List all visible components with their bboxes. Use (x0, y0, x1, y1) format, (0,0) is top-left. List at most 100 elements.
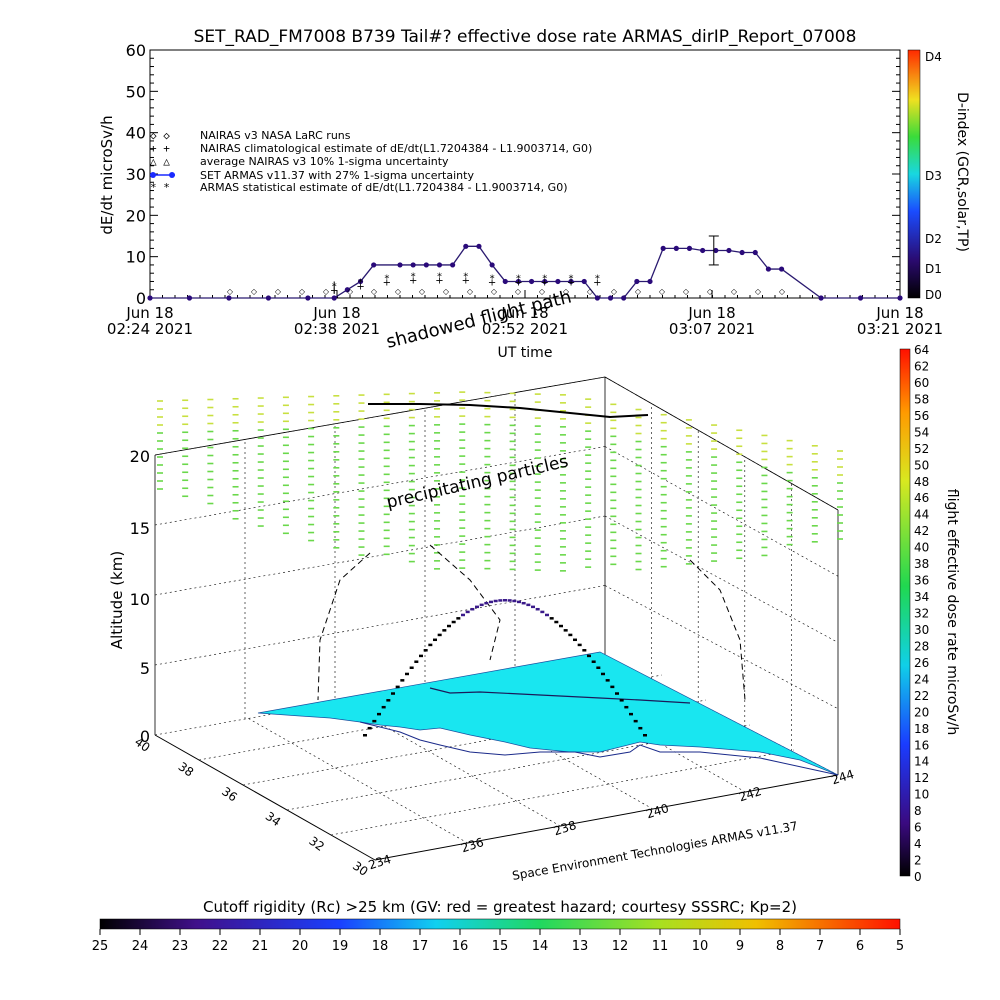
series-armas-point (765, 266, 772, 272)
flight-path-point (633, 719, 638, 723)
top-y-tick-label: 50 (126, 82, 146, 101)
top-x-tick-date: Jun 18 (500, 304, 548, 322)
series-armas-point (502, 278, 508, 285)
series-nairas-run-point: ◇ (539, 287, 546, 296)
series-nairas-run-point: ◇ (563, 287, 570, 296)
series-armas-point (555, 278, 561, 285)
flight-path-point (386, 699, 391, 702)
series-nairas-run-point: ◇ (779, 287, 786, 296)
cutoff-colorbar-tick-label: 22 (212, 939, 229, 954)
dashed-projection-left (317, 552, 371, 701)
flight-path-3d (363, 599, 647, 737)
flight-path-point (526, 603, 531, 607)
top-y-tick-label: 0 (136, 289, 146, 308)
series-armas-point (463, 243, 469, 249)
dindex-ticks: D0 D1 D2 D3 D4 (925, 50, 942, 302)
flight-path-point (540, 610, 545, 614)
flight-path-point (405, 672, 409, 676)
legend-symbol-triangle: △ △ (150, 155, 170, 168)
longitude-tick-label: 234 (367, 852, 393, 872)
series-armas-point (515, 278, 522, 285)
series-armas-point (186, 295, 193, 301)
cutoff-colorbar-tick-label: 5 (896, 939, 904, 954)
series-armas-point (436, 262, 443, 268)
series-armas-statistical-point: * (358, 277, 363, 288)
dose-colorbar-tick-label: 48 (914, 475, 929, 489)
flight-path-point (601, 672, 605, 676)
dose-colorbar-tick-label: 8 (914, 804, 922, 818)
flight-path-point (643, 734, 647, 737)
chart-title: SET_RAD_FM7008 B739 Tail#? effective dos… (194, 27, 857, 47)
flight-path-point (367, 726, 372, 730)
dose-colorbar-tick-label: 20 (914, 705, 929, 719)
dindex-tick-label: D2 (925, 232, 942, 246)
legend-entry-nairas-climatological: NAIRAS climatological estimate of dE/dt(… (200, 142, 592, 155)
flight-path-point (465, 610, 470, 614)
top-x-tick-time: 03:21 2021 (857, 320, 943, 338)
series-nairas-climatological-point: + (488, 277, 496, 288)
dose-colorbar-tick-label: 24 (914, 672, 929, 686)
flight-path-point (573, 638, 577, 642)
series-nairas-run-point: ◇ (275, 287, 282, 296)
flight-path-point (372, 719, 377, 723)
dose-colorbar-tick-label: 12 (914, 771, 929, 785)
legend-symbol-armas-dot-2 (169, 172, 175, 178)
flight-path-point (605, 679, 610, 682)
series-nairas-run-point: ◇ (299, 287, 306, 296)
dose-colorbar-tick-label: 42 (914, 524, 929, 538)
dashed-projection-right (689, 559, 746, 701)
series-nairas-run-point: ◇ (635, 287, 642, 296)
series-armas-point (739, 249, 745, 256)
cutoff-colorbar-tick-label: 6 (856, 939, 864, 954)
series-armas-statistical-point: * (437, 271, 442, 282)
flight-path-point (577, 643, 582, 647)
legend-symbol-diamond: ◇ ◇ (150, 129, 170, 142)
precipitating-particles (157, 391, 843, 572)
cutoff-colorbar-title: Cutoff rigidity (Rc) >25 km (GV: red = g… (203, 898, 797, 916)
dose-colorbar-tick-label: 50 (914, 458, 929, 472)
cutoff-colorbar-tick-label: 8 (776, 939, 784, 954)
series-armas-point (344, 287, 350, 293)
dose-colorbar-tick-label: 52 (914, 442, 929, 456)
series-nairas-run-point: ◇ (731, 287, 738, 296)
top-series: ***********+++++++++++◇◇◇◇◇◇◇◇◇◇◇◇◇◇◇◇◇◇… (147, 235, 903, 301)
flight-path-point (615, 692, 619, 695)
cutoff-colorbar: Cutoff rigidity (Rc) >25 km (GV: red = g… (92, 898, 904, 954)
flight-path-point (545, 613, 549, 617)
flight-path-point (498, 599, 503, 602)
longitude-tick-label: 236 (459, 835, 485, 855)
cutoff-colorbar-tick-label: 16 (452, 939, 469, 954)
dose-colorbar-tick-label: 58 (914, 392, 929, 406)
longitude-ticks: 234 236 238 240 242 244 (367, 767, 856, 872)
dose-colorbar-tick-label: 26 (914, 656, 929, 670)
series-armas-point (371, 262, 377, 268)
dindex-colorbar (907, 49, 921, 299)
series-armas-point (489, 262, 495, 268)
dose-colorbar-tick-label: 18 (914, 722, 929, 736)
shadowed-flight-path-wall (368, 403, 649, 419)
top-y-tick-label: 20 (126, 206, 146, 225)
series-nairas-run-point: ◇ (443, 287, 450, 296)
series-nairas-run-point: ◇ (227, 287, 234, 296)
series-nairas-run-point: ◇ (395, 287, 402, 296)
series-nairas-run-point: ◇ (659, 287, 666, 296)
flight-path-point (470, 607, 475, 611)
flight-path-point (451, 620, 456, 624)
legend-symbol-plus: + + (150, 142, 170, 155)
series-armas-point (752, 249, 758, 256)
altitude-tick-label: 20 (130, 447, 150, 466)
legend: ◇ ◇ NAIRAS v3 NASA LaRC runs + + NAIRAS … (150, 129, 592, 194)
dose-colorbar-tick-label: 46 (914, 491, 929, 505)
cutoff-colorbar-tick-label: 13 (572, 939, 589, 954)
dose-colorbar-label: flight effective dose rate microSv/h (944, 489, 960, 735)
series-armas-statistical-point: * (542, 273, 547, 284)
dose-colorbar-tick-label: 36 (914, 574, 929, 588)
series-nairas-run-point: ◇ (515, 287, 522, 296)
dose-colorbar-tick-label: 14 (914, 755, 929, 769)
series-armas-point (423, 262, 429, 268)
top-x-tick-time: 02:52 2021 (482, 320, 568, 338)
series-armas-point (476, 243, 482, 249)
series-armas-statistical-point: * (411, 271, 416, 282)
